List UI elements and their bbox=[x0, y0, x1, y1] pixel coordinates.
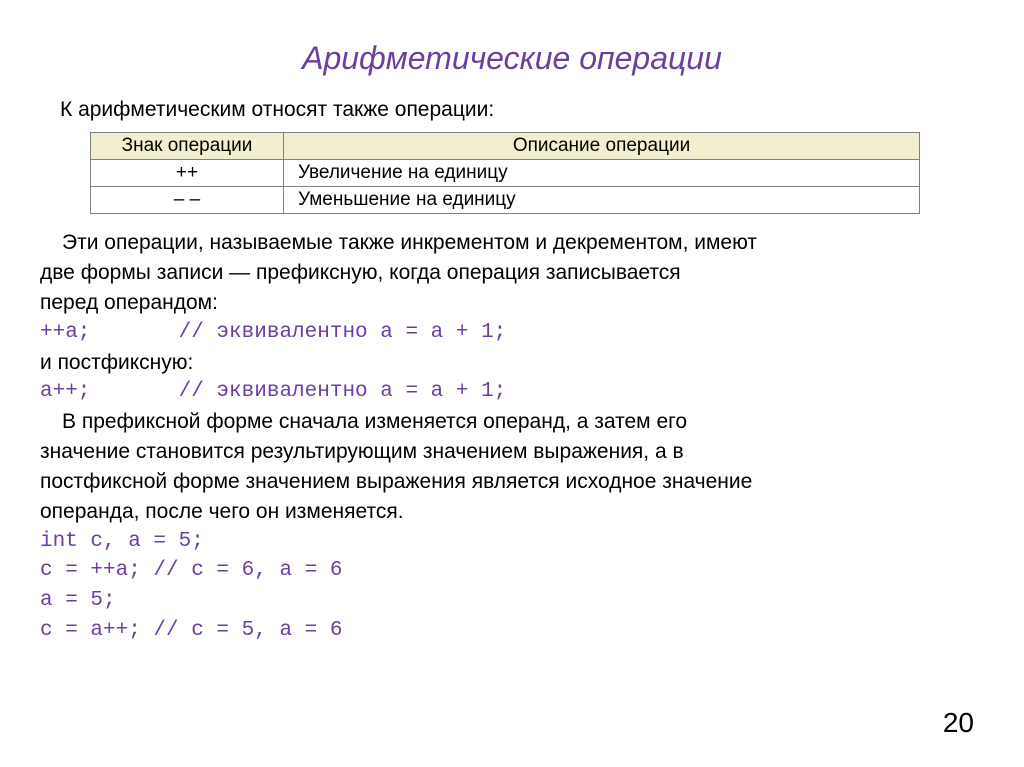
intro-text: К арифметическим относят также операции: bbox=[60, 95, 984, 124]
cell-sign: ++ bbox=[91, 160, 284, 187]
cell-desc: Уменьшение на единицу bbox=[284, 187, 920, 214]
slide-title: Арифметические операции bbox=[40, 40, 984, 77]
body-text: Эти операции, называемые также инкремент… bbox=[40, 228, 984, 645]
code-example-2: c = ++a; // c = 6, a = 6 bbox=[40, 556, 984, 586]
table-row: ++ Увеличение на единицу bbox=[91, 160, 920, 187]
cell-sign: – – bbox=[91, 187, 284, 214]
para1-a: Эти операции, называемые также инкремент… bbox=[40, 228, 984, 258]
code-example-4: c = a++; // c = 5, a = 6 bbox=[40, 616, 984, 646]
table-row: – – Уменьшение на единицу bbox=[91, 187, 920, 214]
cell-desc: Увеличение на единицу bbox=[284, 160, 920, 187]
code-prefix: ++a; // эквивалентно a = a + 1; bbox=[40, 318, 984, 348]
code-example-3: a = 5; bbox=[40, 586, 984, 616]
para3-b: значение становится результирующим значе… bbox=[40, 437, 984, 467]
para3-c: постфиксной форме значением выражения яв… bbox=[40, 467, 984, 497]
para3-d: операнда, после чего он изменяется. bbox=[40, 497, 984, 527]
para2: и постфиксную: bbox=[40, 348, 984, 378]
th-sign: Знак операции bbox=[91, 133, 284, 160]
para3-a: В префиксной форме сначала изменяется оп… bbox=[40, 407, 984, 437]
page-number: 20 bbox=[943, 707, 974, 739]
th-desc: Описание операции bbox=[284, 133, 920, 160]
para1-c: перед операндом: bbox=[40, 288, 984, 318]
code-example-1: int c, a = 5; bbox=[40, 527, 984, 557]
operations-table: Знак операции Описание операции ++ Увели… bbox=[90, 132, 920, 214]
para1-b: две формы записи — префиксную, когда опе… bbox=[40, 258, 984, 288]
code-postfix: a++; // эквивалентно a = a + 1; bbox=[40, 377, 984, 407]
